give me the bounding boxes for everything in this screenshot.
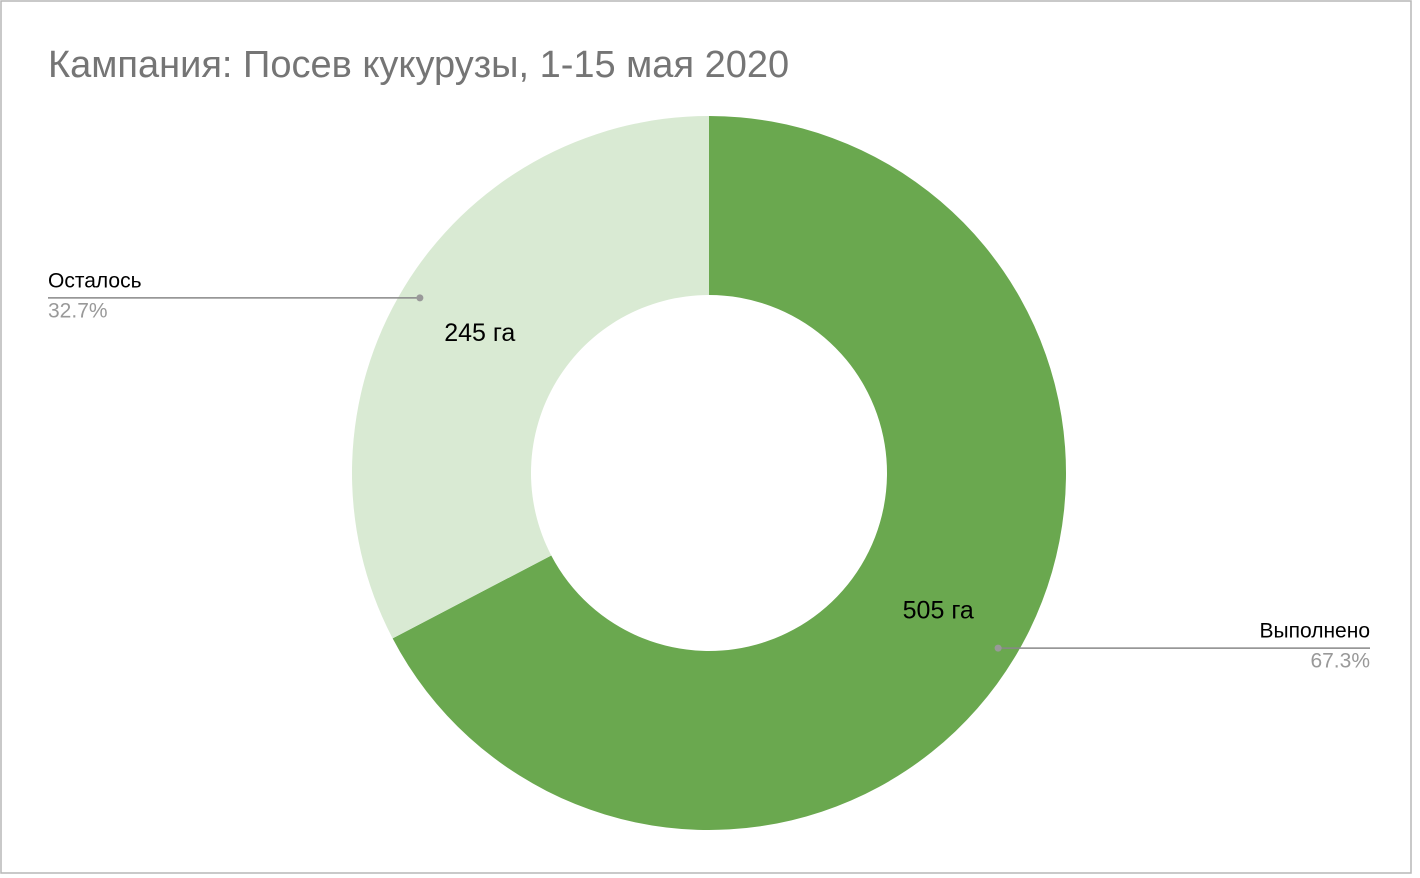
value-label: 245 га	[444, 319, 515, 347]
percent-label: 67.3%	[1310, 650, 1370, 673]
percent-label: 32.7%	[48, 299, 108, 322]
category-label: Осталось	[48, 269, 142, 292]
chart-title: Кампания: Посев кукурузы, 1-15 мая 2020	[48, 44, 789, 86]
donut-slice	[392, 116, 1066, 830]
category-label: Выполнено	[1260, 620, 1371, 643]
leader-dot	[416, 294, 424, 302]
value-label: 505 га	[903, 596, 974, 624]
donut-slice	[352, 116, 709, 639]
leader-dot	[994, 644, 1002, 652]
